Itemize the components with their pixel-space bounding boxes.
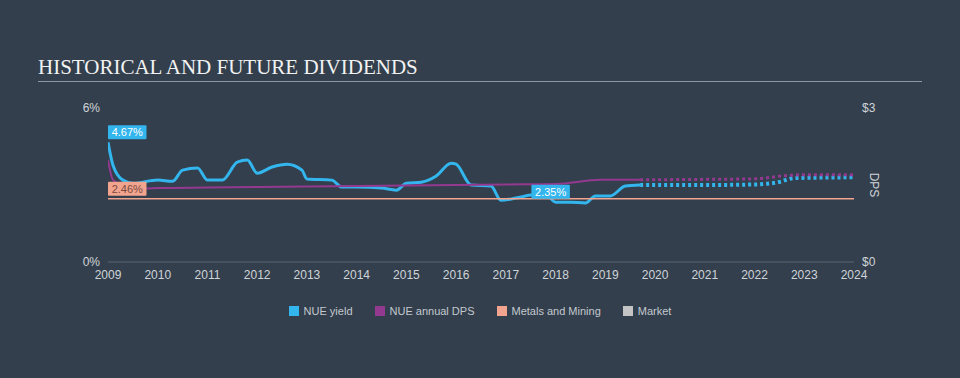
svg-text:2017: 2017 [493,268,520,282]
svg-text:$3: $3 [862,101,876,115]
svg-text:DPS: DPS [867,173,881,198]
svg-text:4.67%: 4.67% [112,126,143,138]
html-text:NUE annual DPS: NUE annual DPS [389,305,475,317]
svg-text:2022: 2022 [741,268,768,282]
svg-text:2018: 2018 [542,268,569,282]
html-text:HISTORICAL AND FUTURE DIVIDEND: HISTORICAL AND FUTURE DIVIDENDS [38,55,418,79]
svg-text:2014: 2014 [343,268,370,282]
svg-text:2021: 2021 [691,268,718,282]
svg-text:2013: 2013 [294,268,321,282]
svg-text:6%: 6% [83,101,101,115]
svg-text:2023: 2023 [791,268,818,282]
svg-text:0%: 0% [83,255,101,269]
svg-text:2020: 2020 [642,268,669,282]
svg-text:2.35%: 2.35% [535,186,566,198]
svg-text:2016: 2016 [443,268,470,282]
svg-text:2011: 2011 [195,268,221,282]
html-text:NUE yield: NUE yield [303,305,353,317]
svg-text:2010: 2010 [144,268,171,282]
svg-text:2.46%: 2.46% [112,183,143,195]
svg-text:2024: 2024 [841,268,868,282]
svg-text:$0: $0 [862,255,876,269]
svg-text:2015: 2015 [393,268,420,282]
html-text:Metals and Mining: Metals and Mining [511,305,601,317]
svg-text:2012: 2012 [244,268,271,282]
html-text:Market: Market [637,305,672,317]
svg-text:2009: 2009 [95,268,122,282]
svg-text:2019: 2019 [592,268,619,282]
